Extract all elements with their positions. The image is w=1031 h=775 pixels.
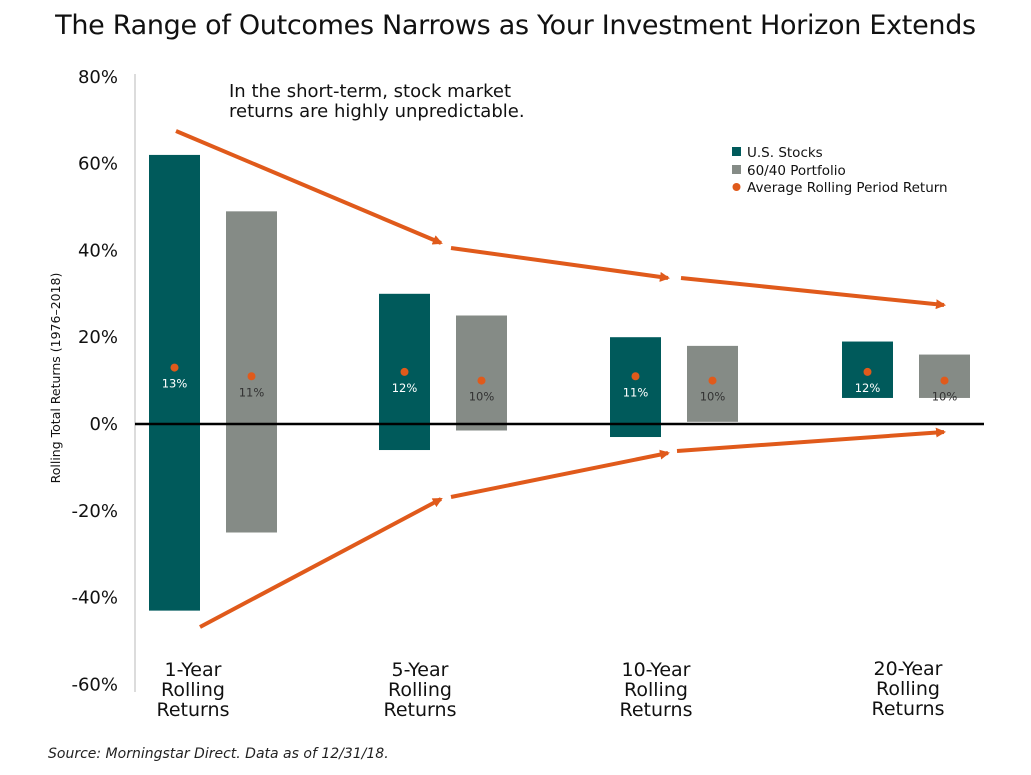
average-dot [631, 372, 640, 381]
legend-label: 60/40 Portfolio [747, 163, 846, 179]
legend-label: Average Rolling Period Return [747, 180, 948, 196]
arrow-top-1 [175, 129, 443, 245]
source-note: Source: Morningstar Direct. Data as of 1… [48, 746, 389, 762]
y-tick-label: -60% [71, 674, 118, 695]
bar-us-stocks [610, 337, 661, 438]
bar-60-40-portfolio [456, 315, 507, 431]
bar-60-40-portfolio [919, 354, 970, 398]
bar-60-40-portfolio [226, 211, 277, 533]
y-axis-label: Rolling Total Returns (1976–2018) [48, 273, 63, 484]
arrow-top-3 [680, 276, 946, 310]
legend-label: U.S. Stocks [747, 145, 823, 161]
legend-dot [732, 183, 741, 191]
arrow-bottom-1 [199, 497, 443, 629]
bars [149, 154, 970, 611]
x-category-label: 1-Year Rolling Returns [157, 659, 230, 721]
average-dot [247, 372, 256, 381]
y-tick-label: 0% [89, 414, 118, 435]
average-label: 11% [239, 385, 265, 399]
average-label: 12% [392, 381, 418, 395]
bar-us-stocks [149, 154, 200, 611]
x-category-label: 10-Year Rolling Returns [620, 659, 693, 721]
annotation-line-2: returns are highly unpredictable. [229, 101, 525, 122]
narrowing-arrows [175, 129, 946, 629]
y-tick-label: 60% [78, 154, 118, 175]
arrow-bottom-3 [676, 427, 946, 453]
average-dot [940, 376, 949, 385]
average-label: 10% [469, 390, 495, 404]
y-tick-label: -40% [71, 588, 118, 609]
y-tick-label: 80% [78, 67, 118, 88]
average-dot [708, 376, 717, 385]
average-label: 12% [855, 381, 881, 395]
average-dot [477, 376, 486, 385]
average-label: 10% [932, 390, 958, 404]
average-dot [170, 363, 179, 372]
average-label: 10% [700, 390, 726, 404]
average-label: 13% [162, 377, 188, 391]
y-tick-label: -20% [71, 501, 118, 522]
average-label: 11% [623, 385, 649, 399]
x-category-label: 5-Year Rolling Returns [384, 659, 457, 721]
average-dot [863, 367, 872, 376]
average-dot [400, 367, 409, 376]
arrow-top-2 [450, 246, 670, 282]
x-category-label: 20-Year Rolling Returns [872, 658, 945, 720]
annotation: In the short-term, stock market returns … [229, 81, 525, 122]
chart-title: The Range of Outcomes Narrows as Your In… [55, 10, 976, 41]
y-tick-label: 40% [78, 240, 118, 261]
legend-swatch [732, 165, 741, 174]
arrow-bottom-2 [450, 449, 670, 499]
average-markers: 13% 12% 11% 12% 11% 10% 10% 10% [162, 363, 958, 404]
annotation-line-1: In the short-term, stock market [229, 81, 511, 102]
legend-swatch [732, 147, 741, 156]
y-axis-ticks: 80% 60% 40% 20% 0% -20% -40% -60% [71, 67, 118, 696]
x-axis-categories: 1-Year Rolling Returns 5-Year Rolling Returns… [157, 658, 945, 721]
y-tick-label: 20% [78, 327, 118, 348]
